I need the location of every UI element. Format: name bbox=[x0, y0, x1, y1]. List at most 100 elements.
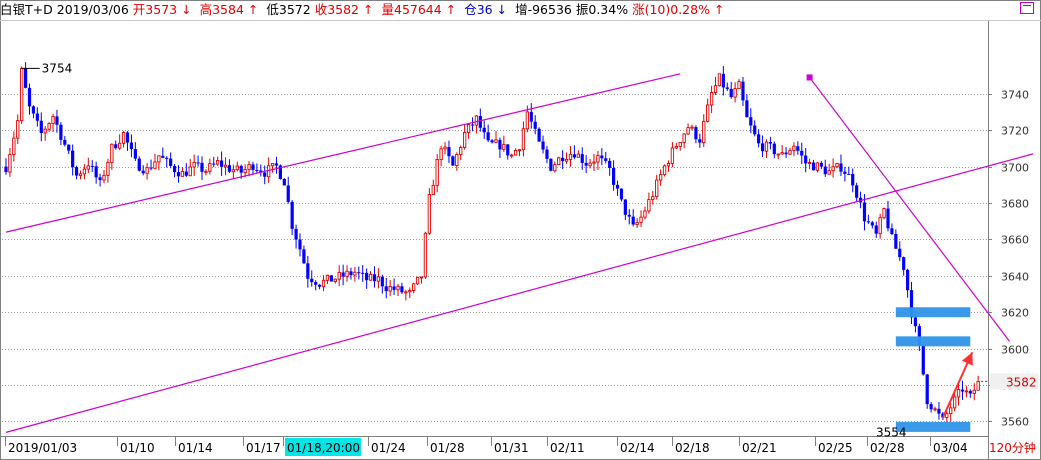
candle-up bbox=[553, 164, 557, 172]
oi-increase: 增-96536 bbox=[515, 2, 572, 17]
candle-down bbox=[545, 149, 549, 159]
candle-up bbox=[792, 145, 796, 151]
candle-up bbox=[666, 163, 671, 167]
min-price-label: 3554 bbox=[876, 425, 907, 439]
candle-up bbox=[733, 88, 737, 98]
crosshair-time-badge bbox=[285, 438, 361, 456]
candle-down bbox=[580, 154, 584, 163]
time-label: 02/18 bbox=[675, 441, 710, 455]
candle-down bbox=[478, 115, 482, 128]
support-zone-3 bbox=[895, 421, 971, 432]
candle-down bbox=[757, 134, 761, 144]
candle-up bbox=[709, 92, 714, 106]
candle-up bbox=[713, 85, 718, 93]
candle-down bbox=[4, 166, 8, 173]
quote-header: 白银T+D 2019/03/06 开3573 ↓ 高3584 ↑ 低3572 收3582 ↑ 量4… bbox=[0, 0, 990, 20]
candle-down bbox=[451, 156, 455, 166]
candle-down bbox=[486, 132, 490, 141]
candle-up bbox=[706, 104, 710, 122]
candle-down bbox=[129, 142, 134, 150]
candle-up bbox=[678, 142, 682, 147]
candle-up bbox=[455, 154, 459, 166]
candle-down bbox=[741, 81, 745, 101]
candle-up bbox=[388, 286, 392, 292]
candle-up bbox=[670, 147, 675, 164]
candle-down bbox=[384, 286, 388, 292]
candle-up bbox=[376, 276, 381, 282]
candle-up bbox=[662, 165, 667, 176]
resistance-line bbox=[809, 77, 1010, 342]
candle-up bbox=[180, 171, 185, 177]
price-change: 涨(10)0.28% ↑ bbox=[632, 2, 725, 17]
candle-up bbox=[145, 167, 149, 174]
candle-up bbox=[592, 161, 596, 164]
candle-up bbox=[216, 160, 220, 165]
candle-up bbox=[949, 407, 953, 415]
candle-down bbox=[67, 144, 71, 151]
support-zone-1 bbox=[895, 307, 971, 318]
candle-up bbox=[353, 271, 357, 276]
candle-down bbox=[760, 143, 765, 152]
candle-up bbox=[321, 279, 326, 288]
candle-up bbox=[121, 131, 126, 144]
price-tick-label: 3600 bbox=[1001, 344, 1029, 357]
candle-up bbox=[557, 157, 561, 166]
candle-down bbox=[921, 344, 925, 375]
candle-up bbox=[118, 142, 122, 149]
candle-down bbox=[612, 167, 616, 185]
candle-up bbox=[682, 133, 686, 143]
candle-up bbox=[882, 208, 886, 219]
candle-up bbox=[368, 273, 373, 281]
candle-down bbox=[169, 158, 173, 166]
candle-up bbox=[702, 120, 706, 144]
candle-down bbox=[329, 275, 333, 282]
time-label: 02/14 bbox=[620, 441, 655, 455]
candle-down bbox=[35, 113, 39, 121]
candle-up bbox=[110, 143, 114, 163]
candle-up bbox=[462, 131, 467, 148]
channel-lower bbox=[5, 153, 1034, 433]
candle-down bbox=[843, 171, 847, 174]
candle-down bbox=[447, 147, 451, 157]
candle-down bbox=[804, 155, 808, 164]
candle-up bbox=[247, 163, 251, 170]
candle-down bbox=[290, 201, 294, 229]
candle-down bbox=[161, 155, 165, 158]
candle-down bbox=[310, 278, 314, 283]
candle-up bbox=[78, 173, 83, 177]
candle-up bbox=[47, 123, 51, 130]
candle-up bbox=[686, 127, 690, 135]
candle-down bbox=[529, 111, 533, 122]
candle-up bbox=[443, 146, 447, 150]
candle-down bbox=[890, 228, 894, 235]
price-tick-label: 3700 bbox=[1001, 162, 1029, 175]
candle-down bbox=[631, 216, 635, 225]
candle-down bbox=[278, 165, 282, 179]
candle-down bbox=[855, 185, 859, 198]
panel-toggle-icon[interactable] bbox=[1020, 2, 1034, 14]
price-tick-label: 3680 bbox=[1001, 198, 1029, 211]
candle-down bbox=[172, 165, 177, 173]
high-price: 高3584 ↑ bbox=[199, 2, 259, 17]
candle-down bbox=[263, 172, 267, 177]
candle-down bbox=[39, 120, 43, 134]
candle-down bbox=[968, 390, 972, 394]
candle-down bbox=[796, 146, 800, 151]
candle-down bbox=[619, 188, 624, 200]
candle-up bbox=[831, 166, 835, 172]
candle-down bbox=[902, 257, 906, 270]
candle-down bbox=[482, 127, 486, 133]
candle-up bbox=[510, 154, 514, 157]
candle-up bbox=[396, 285, 400, 291]
candle-down bbox=[745, 100, 749, 118]
candle-up bbox=[51, 115, 55, 124]
price-tick-label: 3620 bbox=[1001, 307, 1029, 320]
time-label: 03/04 bbox=[933, 441, 968, 455]
candle-up bbox=[964, 390, 969, 393]
candle-down bbox=[372, 274, 377, 282]
candle-down bbox=[925, 374, 929, 405]
time-label: 01/10 bbox=[120, 441, 155, 455]
candle-up bbox=[976, 380, 980, 391]
